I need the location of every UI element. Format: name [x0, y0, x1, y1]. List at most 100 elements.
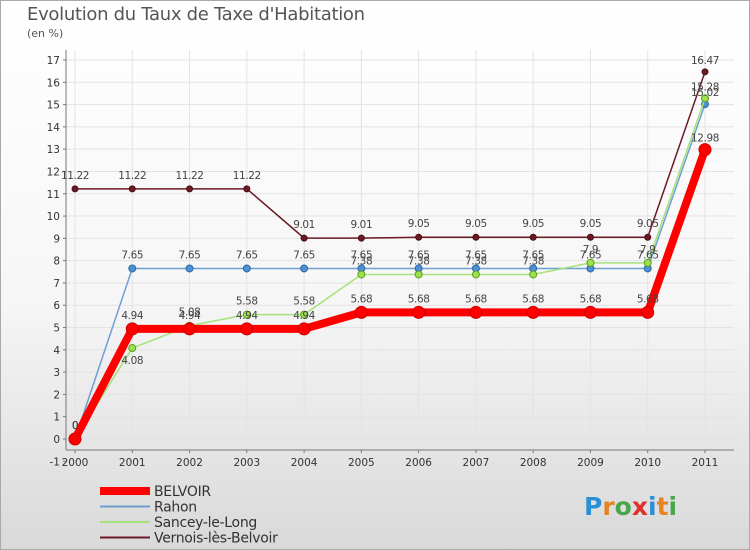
data-label-sancey-le-long: 4.08 — [121, 355, 143, 367]
data-label-vernois-l-s-belvoir: 9.05 — [522, 218, 544, 230]
series-rahon — [71, 100, 709, 443]
data-point — [300, 234, 308, 242]
data-label-belvoir: 0 — [72, 420, 78, 432]
data-label-vernois-l-s-belvoir: 11.22 — [176, 170, 204, 182]
y-tick-label: 9 — [53, 233, 60, 245]
data-point — [242, 264, 251, 273]
data-label-rahon: 7.65 — [350, 249, 372, 261]
x-tick-label: 2001 — [119, 457, 146, 469]
data-label-sancey-le-long: 7.9 — [583, 244, 599, 256]
y-tick-label: 4 — [53, 345, 60, 357]
x-tick-label: 2011 — [692, 457, 719, 469]
data-label-rahon: 7.65 — [179, 249, 201, 261]
y-tick-label: 17 — [47, 55, 60, 67]
data-label-sancey-le-long: 5.08 — [179, 307, 201, 319]
data-point — [586, 233, 594, 241]
data-label-belvoir: 5.68 — [637, 293, 659, 305]
data-label-sancey-le-long: 7.38 — [522, 255, 544, 267]
data-point — [529, 270, 538, 279]
y-tick-label: 5 — [53, 323, 60, 335]
logo-letter: i — [669, 492, 678, 521]
x-tick-label: 2005 — [348, 457, 375, 469]
data-label-vernois-l-s-belvoir: 11.22 — [61, 170, 89, 182]
data-labels: 11.22 11.22 11.22 11.22 9.01 9.01 9.05 9.05 9.05… — [61, 55, 719, 432]
data-label-rahon: 7.65 — [408, 249, 430, 261]
data-label-belvoir: 5.68 — [522, 293, 544, 305]
data-label-vernois-l-s-belvoir: 9.05 — [637, 218, 659, 230]
series-vernois-l-s-belvoir — [71, 68, 709, 242]
y-tick-label: 16 — [47, 77, 61, 89]
legend: BELVOIRRahonSancey-le-LongVernois-lès-Be… — [100, 484, 278, 547]
data-point — [472, 233, 480, 241]
data-point — [643, 258, 652, 267]
data-point — [701, 68, 709, 76]
series-belvoir — [68, 143, 712, 446]
data-point — [185, 264, 194, 273]
data-label-rahon: 7.65 — [465, 249, 487, 261]
data-label-rahon: 7.65 — [293, 249, 315, 261]
y-tick-label: -1 — [50, 456, 60, 468]
data-label-sancey-le-long: 7.38 — [465, 255, 487, 267]
x-tick-label: 2009 — [577, 457, 604, 469]
series-line — [74, 71, 706, 239]
data-point — [183, 322, 197, 336]
data-point — [300, 264, 309, 273]
data-point — [414, 270, 423, 279]
data-label-vernois-l-s-belvoir: 9.05 — [408, 218, 430, 230]
x-tick-label: 2007 — [463, 457, 490, 469]
data-point — [243, 185, 251, 193]
data-point — [471, 270, 480, 279]
x-tick-label: 2006 — [405, 457, 432, 469]
data-label-sancey-le-long: 7.38 — [350, 255, 372, 267]
legend-label-rahon: Rahon — [154, 500, 197, 516]
data-point — [71, 185, 79, 193]
data-point — [641, 305, 655, 319]
data-label-belvoir: 4.94 — [179, 310, 201, 322]
data-label-rahon: 7.65 — [580, 249, 602, 261]
data-point — [240, 322, 254, 336]
data-label-belvoir: 4.94 — [121, 310, 143, 322]
y-tick-label: 12 — [47, 166, 60, 178]
data-label-vernois-l-s-belvoir: 16.47 — [691, 55, 719, 67]
data-label-belvoir: 5.68 — [350, 293, 372, 305]
data-label-belvoir: 4.94 — [236, 310, 258, 322]
data-label-belvoir: 5.68 — [580, 293, 602, 305]
y-tick-label: 2 — [53, 389, 60, 401]
data-label-vernois-l-s-belvoir: 9.01 — [350, 219, 372, 231]
data-point — [701, 94, 709, 103]
data-label-rahon: 7.65 — [637, 249, 659, 261]
data-point — [357, 234, 365, 242]
data-label-sancey-le-long: 7.9 — [640, 244, 656, 256]
data-point — [354, 305, 368, 319]
chart-subtitle: (en %) — [27, 27, 64, 40]
data-label-sancey-le-long: 15.28 — [691, 81, 719, 93]
y-tick-label: 8 — [53, 256, 60, 268]
y-tick-label: 11 — [47, 189, 60, 201]
data-label-vernois-l-s-belvoir: 9.05 — [465, 218, 487, 230]
data-point — [357, 270, 366, 279]
data-label-vernois-l-s-belvoir: 9.05 — [580, 218, 602, 230]
data-label-sancey-le-long: 0 — [72, 420, 78, 432]
logo-letter: o — [615, 492, 632, 521]
data-label-rahon: 7.65 — [522, 249, 544, 261]
grid — [66, 50, 734, 462]
data-label-belvoir: 12.98 — [691, 133, 719, 145]
data-point — [68, 432, 82, 446]
data-label-sancey-le-long: 5.58 — [236, 296, 258, 308]
legend-label-vernois-l-s-belvoir: Vernois-lès-Belvoir — [154, 531, 278, 547]
x-tick-label: 2002 — [176, 457, 203, 469]
x-tick-label: 2008 — [520, 457, 547, 469]
series-line — [71, 145, 709, 443]
data-point — [128, 264, 137, 273]
data-label-belvoir: 5.68 — [465, 293, 487, 305]
data-point — [412, 305, 426, 319]
y-tick-label: 3 — [53, 367, 60, 379]
logo-letter: t — [657, 492, 669, 521]
data-point — [125, 322, 139, 336]
data-label-belvoir: 4.94 — [293, 310, 315, 322]
logo-letter: r — [602, 492, 615, 521]
data-point — [469, 305, 483, 319]
y-tick-label: 7 — [53, 278, 60, 290]
